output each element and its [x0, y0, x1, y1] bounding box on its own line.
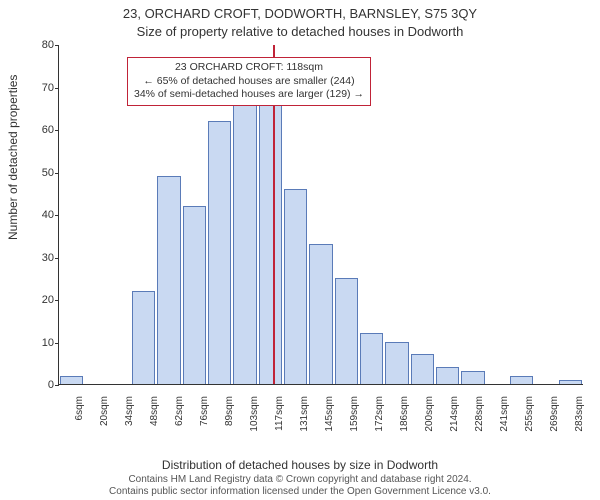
y-tick-label: 20 [29, 294, 54, 306]
x-tick-label: 200sqm [424, 396, 435, 432]
histogram-bar [60, 376, 83, 385]
x-tick-label: 145sqm [324, 396, 335, 432]
histogram-bar [208, 121, 231, 385]
annotation-line2: ← 65% of detached houses are smaller (24… [134, 75, 364, 89]
attribution-line2: Contains public sector information licen… [0, 486, 600, 498]
x-tick-label: 186sqm [399, 396, 410, 432]
x-tick-label: 48sqm [149, 396, 160, 426]
x-tick-label: 131sqm [299, 396, 310, 432]
y-tick-label: 0 [29, 379, 54, 391]
histogram-bar [183, 206, 206, 385]
x-tick-label: 283sqm [574, 396, 585, 432]
x-tick-label: 103sqm [249, 396, 260, 432]
histogram-bar [436, 367, 459, 384]
histogram-bar [132, 291, 155, 385]
attribution: Contains HM Land Registry data © Crown c… [0, 474, 600, 498]
x-tick-label: 6sqm [74, 396, 85, 420]
y-tick-label: 30 [29, 252, 54, 264]
x-tick-label: 241sqm [499, 396, 510, 432]
histogram-bar [559, 380, 582, 384]
x-axis-label: Distribution of detached houses by size … [0, 458, 600, 472]
histogram-bar [284, 189, 307, 385]
x-tick-label: 214sqm [449, 396, 460, 432]
y-tick-label: 40 [29, 209, 54, 221]
histogram-bar [461, 371, 484, 384]
x-tick-label: 269sqm [549, 396, 560, 432]
y-tick-label: 10 [29, 337, 54, 349]
chart-area: 01020304050607080 6sqm20sqm34sqm48sqm62s… [58, 45, 583, 385]
x-tick-label: 89sqm [224, 396, 235, 426]
annotation-line3: 34% of semi-detached houses are larger (… [134, 88, 364, 102]
y-tick-label: 50 [29, 167, 54, 179]
y-axis-label: Number of detached properties [6, 75, 20, 240]
page-title-line2: Size of property relative to detached ho… [0, 24, 600, 39]
histogram-bar [259, 99, 282, 384]
attribution-line1: Contains HM Land Registry data © Crown c… [0, 474, 600, 486]
histogram-bar [309, 244, 332, 384]
histogram-bar [335, 278, 358, 384]
annotation-line1: 23 ORCHARD CROFT: 118sqm [134, 61, 364, 75]
x-tick-label: 76sqm [199, 396, 210, 426]
histogram-bar [385, 342, 408, 385]
x-tick-label: 228sqm [474, 396, 485, 432]
annotation-box: 23 ORCHARD CROFT: 118sqm ← 65% of detach… [127, 57, 371, 106]
x-tick-label: 34sqm [124, 396, 135, 426]
histogram-bar [411, 354, 434, 384]
x-tick-label: 255sqm [524, 396, 535, 432]
histogram-bar [360, 333, 383, 384]
x-tick-label: 20sqm [99, 396, 110, 426]
page-title-line1: 23, ORCHARD CROFT, DODWORTH, BARNSLEY, S… [0, 6, 600, 21]
y-tick-label: 80 [29, 39, 54, 51]
y-tick-label: 70 [29, 82, 54, 94]
x-tick-label: 117sqm [274, 396, 285, 431]
histogram-bar [157, 176, 180, 384]
x-tick-label: 62sqm [174, 396, 185, 426]
histogram-bar [510, 376, 533, 385]
y-tick-label: 60 [29, 124, 54, 136]
x-tick-label: 159sqm [349, 396, 360, 432]
histogram-bar [233, 95, 256, 384]
x-tick-label: 172sqm [374, 396, 385, 432]
